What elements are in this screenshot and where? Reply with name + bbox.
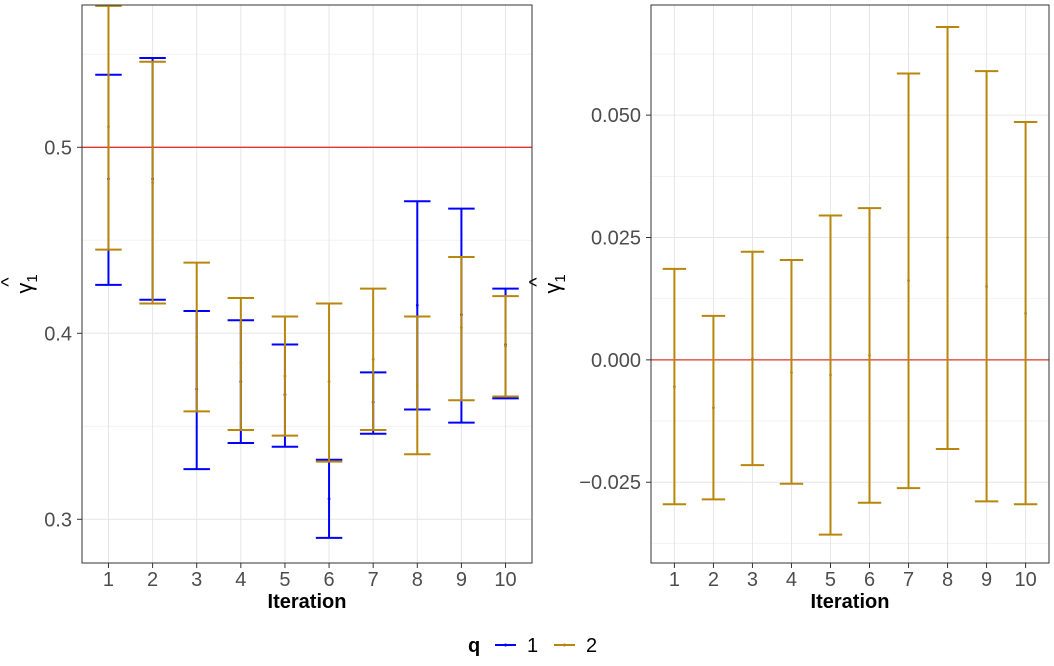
x-tick-label: 6: [864, 569, 875, 591]
series-q1: [95, 57, 519, 539]
x-tick-label: 10: [494, 569, 516, 591]
x-tick-label: 2: [708, 569, 719, 591]
panel-border: [81, 4, 533, 564]
point-estimate: [1024, 311, 1027, 315]
y-tick-label: 0.025: [591, 228, 641, 250]
point-estimate: [371, 357, 375, 361]
y-axis-title-subscript: 1: [552, 274, 569, 282]
point-estimate: [239, 361, 243, 365]
y-axis-title-subscript: 1: [24, 274, 41, 282]
point-estimate: [327, 380, 331, 384]
point-estimate: [673, 385, 676, 389]
x-tick-label: 1: [103, 569, 114, 591]
x-tick-label: 2: [147, 569, 158, 591]
point-estimate: [151, 181, 154, 185]
y-axis-title-symbol: γ: [12, 283, 37, 294]
point-estimate: [868, 354, 871, 357]
legend: q 1 2: [468, 635, 597, 657]
point-estimate: [504, 344, 507, 348]
y-tick-label: 0.5: [44, 137, 72, 159]
point-estimate: [985, 285, 988, 288]
x-tick-label: 8: [942, 569, 953, 591]
x-tick-label: 7: [368, 569, 379, 591]
y-axis-title-hat: ^: [526, 277, 548, 287]
y-axis-title: γ1: [12, 274, 41, 293]
point-estimate: [415, 383, 419, 387]
x-tick-label: 4: [235, 569, 246, 591]
x-tick-label: 4: [786, 569, 797, 591]
y-tick-label: 0.000: [591, 350, 641, 372]
x-tick-label: 1: [669, 569, 680, 591]
panel-border: [650, 4, 1050, 564]
x-tick-label: 5: [825, 569, 836, 591]
point-estimate: [946, 236, 949, 239]
panel-right: −0.025 0.000 0.025 0.050 1 2 3 4 5 6 7 8 9 10 Iteratio…: [526, 4, 1050, 613]
y-axis-title-symbol: γ: [540, 283, 565, 294]
point-estimate: [415, 303, 419, 307]
x-tick-label: 10: [1014, 569, 1036, 591]
point-estimate: [790, 371, 793, 374]
y-tick-label: −0.025: [579, 472, 641, 494]
point-estimate: [829, 373, 832, 377]
x-axis-title: Iteration: [268, 591, 347, 613]
point-estimate: [107, 125, 110, 129]
x-tick-label: 8: [412, 569, 423, 591]
x-tick-label: 3: [747, 569, 758, 591]
legend-key-q1-dot: [504, 643, 507, 647]
x-tick-label: 5: [279, 569, 290, 591]
point-estimate: [327, 497, 331, 501]
x-tick-label: 9: [456, 569, 467, 591]
legend-key-q2-dot: [563, 643, 566, 647]
y-axis-title: γ1: [540, 274, 569, 293]
legend-label-q2: 2: [586, 635, 597, 657]
point-estimate: [283, 374, 287, 378]
y-axis-title-hat: ^: [0, 277, 20, 287]
series-q2: [662, 26, 1038, 536]
y-tick-label: 0.050: [591, 105, 641, 127]
x-tick-label: 6: [323, 569, 334, 591]
y-tick-label: 0.3: [44, 509, 72, 531]
point-estimate: [195, 335, 199, 339]
x-tick-label: 7: [903, 569, 914, 591]
legend-label-q1: 1: [527, 635, 538, 657]
point-estimate: [712, 406, 715, 410]
legend-title: q: [468, 635, 480, 657]
series-q2: [95, 4, 519, 463]
x-tick-label: 9: [981, 569, 992, 591]
point-estimate: [460, 326, 463, 330]
point-estimate: [751, 357, 754, 361]
y-tick-label: 0.4: [44, 323, 72, 345]
x-axis-title: Iteration: [811, 591, 890, 613]
point-estimate: [907, 279, 910, 282]
x-tick-label: 3: [191, 569, 202, 591]
